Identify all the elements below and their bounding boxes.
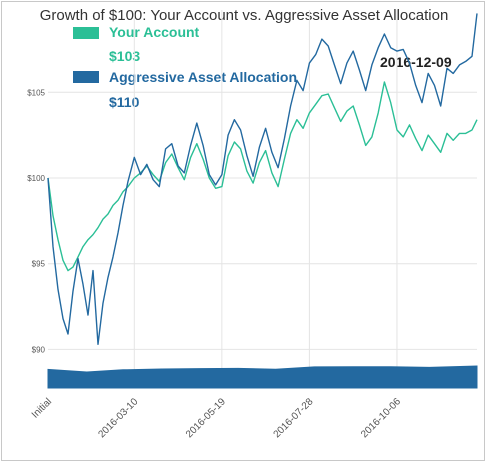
legend-label-your-account: Your Account bbox=[109, 24, 200, 40]
y-tick-label: $105 bbox=[27, 88, 45, 97]
legend-label-aggressive: Aggressive Asset Allocation bbox=[109, 69, 298, 85]
grid-lines bbox=[48, 10, 477, 389]
navigator bbox=[47, 365, 478, 389]
x-axis-ticks: Initial 2016-03-10 2016-05-19 2016-07-28 201… bbox=[30, 396, 404, 440]
x-tick-label: 2016-05-19 bbox=[184, 396, 228, 440]
y-tick-label: $100 bbox=[27, 174, 45, 183]
y-tick-label: $95 bbox=[32, 260, 46, 269]
navigator-area bbox=[47, 365, 478, 389]
y-axis-ticks: $90 $95 $100 $105 bbox=[27, 88, 45, 354]
chart-title: Growth of $100: Your Account vs. Aggress… bbox=[39, 7, 449, 24]
hover-date-readout: 2016-12-09 bbox=[380, 54, 452, 70]
x-tick-label: 2016-07-28 bbox=[272, 396, 316, 440]
legend-value-your-account: $103 bbox=[109, 48, 141, 64]
series-line-your-account bbox=[47, 81, 478, 272]
series-line-aggressive bbox=[47, 13, 478, 345]
legend-swatch-aggressive bbox=[73, 71, 99, 83]
legend-value-aggressive: $110 bbox=[109, 94, 140, 110]
y-tick-label: $90 bbox=[32, 345, 46, 354]
x-tick-label: 2016-10-06 bbox=[359, 396, 403, 440]
series-lines bbox=[47, 13, 478, 345]
legend-swatch-your-account bbox=[73, 27, 99, 39]
x-tick-label: 2016-03-10 bbox=[96, 396, 140, 440]
x-tick-label: Initial bbox=[30, 396, 54, 420]
